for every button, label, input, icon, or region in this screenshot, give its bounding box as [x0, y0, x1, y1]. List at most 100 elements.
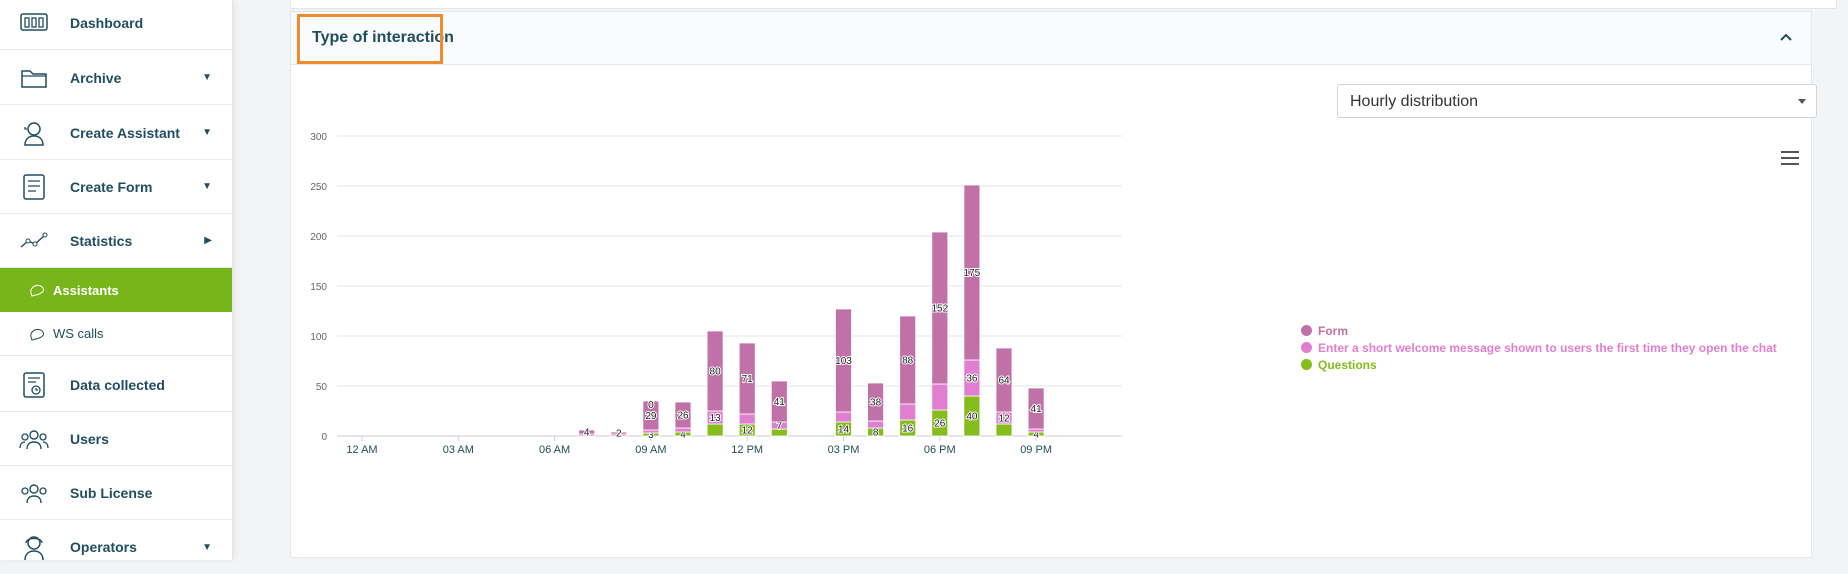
data-label: 14 [838, 425, 850, 436]
sidebar-subitem-assistants[interactable]: Assistants [0, 268, 232, 312]
data-label: 36 [966, 374, 978, 385]
bar-segment [578, 429, 596, 435]
legend-swatch [1301, 325, 1312, 336]
x-tick-label: 03 PM [828, 444, 860, 456]
assistant-icon [18, 117, 50, 149]
data-label: 4 [680, 430, 686, 441]
bar-segment [1027, 428, 1045, 433]
sidebar-subitem-label: WS calls [53, 326, 104, 341]
sidebar-item-create-form[interactable]: Create Form ▼ [0, 160, 232, 214]
folder-icon [18, 62, 50, 94]
sidebar-item-label: Operators [70, 539, 137, 555]
bar-segment [642, 400, 660, 431]
stacked-bar-chart: 0 50 100 150 200 250 300 12 AM 03 AM 06 AM 09 AM 12… [310, 132, 1122, 456]
data-label: 2 [616, 429, 622, 440]
chevron-down-icon: ▼ [202, 72, 212, 83]
bar-segment [963, 184, 981, 361]
users-icon [18, 423, 50, 455]
legend-swatch [1301, 342, 1312, 353]
data-label: 175 [964, 268, 981, 279]
panel-header: Type of interaction [291, 12, 1811, 65]
title-highlight [297, 14, 443, 64]
sidebar-item-dashboard[interactable]: Dashboard [0, 0, 232, 50]
bar-segment [995, 423, 1013, 437]
x-tick-label: 09 PM [1020, 444, 1052, 456]
x-tick-label: 06 AM [539, 444, 570, 456]
sidebar-item-data-collected[interactable]: Data collected [0, 358, 232, 412]
bar-segment [706, 330, 724, 412]
hamburger-line [1781, 163, 1799, 165]
bar-segment [835, 411, 852, 423]
data-label: 40 [966, 412, 978, 423]
bar-segment [899, 315, 917, 405]
sidebar-item-archive[interactable]: Archive ▼ [0, 51, 232, 105]
data-label: 8 [873, 428, 879, 439]
bar-segment [931, 231, 949, 385]
y-tick-label: 150 [310, 282, 327, 293]
data-label: 38 [870, 398, 882, 409]
collapse-button[interactable] [1775, 26, 1797, 48]
sidebar-item-label: Statistics [70, 232, 133, 249]
legend-label: Questions [1318, 357, 1377, 372]
bar-segment [931, 383, 949, 411]
legend-item-form[interactable]: Form [1301, 322, 1777, 339]
y-tick-label: 50 [316, 382, 328, 393]
chevron-down-icon: ▼ [202, 541, 212, 553]
bar-segment [899, 403, 917, 421]
chart-legend: Form Enter a short welcome message shown… [1301, 322, 1777, 373]
bar-segment [770, 380, 788, 423]
data-label: 13 [710, 413, 722, 424]
data-label: 88 [902, 356, 914, 367]
sidebar-subitem-ws-calls[interactable]: WS calls [0, 312, 232, 356]
chevron-down-icon: ▼ [202, 181, 212, 192]
x-tick-label: 06 PM [924, 444, 956, 456]
tag-icon [28, 326, 46, 341]
chevron-down-icon: ▼ [202, 127, 212, 138]
legend-label: Enter a short welcome message shown to u… [1318, 340, 1777, 355]
sidebar-item-create-assistant[interactable]: Create Assistant ▼ [0, 106, 232, 160]
sidebar-item-users[interactable]: Users [0, 412, 232, 466]
data-label: 71 [742, 374, 754, 385]
sidebar-item-operators[interactable]: Operators ▼ [0, 520, 232, 574]
y-tick-label: 0 [321, 432, 327, 443]
data-label: 103 [835, 356, 852, 367]
bar-segment [867, 382, 884, 422]
data-label: 16 [902, 424, 914, 435]
data-label: 12 [998, 414, 1010, 425]
sidebar-item-label: Dashboard [70, 14, 144, 31]
data-label: 26 [677, 411, 689, 422]
previous-card-edge [290, 0, 1837, 9]
sidebar-item-sub-license[interactable]: Sub License [0, 466, 232, 520]
chart-menu-button[interactable] [1781, 151, 1799, 167]
panel-title: Type of interaction [312, 29, 454, 46]
sidebar-item-label: Users [70, 430, 109, 447]
y-tick-label: 250 [310, 182, 327, 193]
data-label: 12 [742, 426, 754, 437]
sidebar-item-statistics[interactable]: Statistics ▶ [0, 214, 232, 268]
data-label: 26 [934, 419, 946, 430]
sidebar-item-label: Sub License [70, 484, 153, 501]
bar-segment [738, 413, 756, 425]
data-label: 41 [774, 397, 786, 408]
data-label: 80 [710, 367, 722, 378]
data-label: 7 [777, 421, 783, 432]
distribution-select-value: Hourly distribution [1350, 93, 1479, 110]
sublicense-icon [18, 477, 50, 509]
data-icon [18, 369, 50, 401]
caret-down-icon [1798, 99, 1806, 104]
x-tick-label: 03 AM [443, 444, 474, 456]
sidebar-subitem-label: Assistants [53, 282, 119, 298]
data-label: 4 [584, 428, 590, 439]
legend-item-questions[interactable]: Questions [1301, 356, 1777, 373]
sidebar: Dashboard Archive ▼ Create Assistant ▼ C… [0, 0, 233, 561]
bar-segment [995, 347, 1013, 413]
x-tick-label: 12 AM [346, 444, 377, 456]
bar-segment [738, 342, 756, 415]
sidebar-item-label: Data collected [70, 376, 165, 393]
tag-icon [28, 283, 46, 297]
bar-segment [642, 429, 660, 434]
x-tick-label: 09 AM [635, 444, 666, 456]
bar-segment [610, 431, 628, 435]
legend-item-welcome[interactable]: Enter a short welcome message shown to u… [1301, 339, 1777, 356]
distribution-select[interactable]: Hourly distribution [1337, 84, 1817, 118]
